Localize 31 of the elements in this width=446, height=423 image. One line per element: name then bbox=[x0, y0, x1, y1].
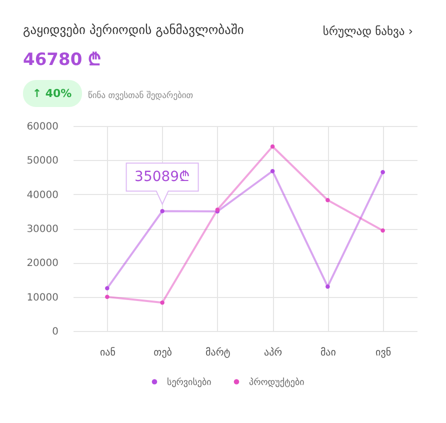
y-tick-label: 10000 bbox=[26, 292, 58, 304]
y-tick-label: 20000 bbox=[26, 258, 58, 270]
x-tick-label: თებ bbox=[154, 346, 172, 358]
y-tick-label: 30000 bbox=[26, 224, 58, 235]
text: ↑ 40% bbox=[32, 87, 72, 100]
point bbox=[105, 294, 110, 299]
point bbox=[380, 170, 385, 174]
point bbox=[270, 168, 275, 174]
text: სრულად ნახვა › bbox=[322, 24, 413, 38]
chart-subtitle: 46780 ₾ bbox=[23, 50, 102, 70]
x-tick-label: მარტ bbox=[206, 346, 231, 358]
annotation: 35089₾ bbox=[134, 169, 190, 186]
chart-title: გაყიდვები პერიოდის განმავლობაში bbox=[23, 22, 244, 37]
point bbox=[160, 208, 164, 214]
point bbox=[380, 228, 385, 233]
legend-label: სერვისები bbox=[167, 376, 212, 388]
x-tick-label: იან bbox=[100, 346, 116, 358]
x-tick-label: აპრ bbox=[264, 346, 282, 358]
point bbox=[326, 284, 330, 289]
point bbox=[326, 198, 330, 202]
x-tick-label: ივნ bbox=[376, 346, 392, 358]
legend-label: პროდუქტები bbox=[249, 376, 305, 388]
y-tick-label: 50000 bbox=[26, 156, 58, 167]
text: წინა თვესთან შედარებით bbox=[88, 90, 194, 101]
y-tick-label: 40000 bbox=[26, 190, 58, 201]
point bbox=[270, 144, 275, 149]
x-tick-label: მაი bbox=[320, 346, 336, 358]
point bbox=[105, 286, 110, 290]
y-tick-label: 60000 bbox=[26, 122, 58, 132]
y-tick-label: 0 bbox=[52, 326, 58, 338]
point bbox=[160, 300, 164, 305]
